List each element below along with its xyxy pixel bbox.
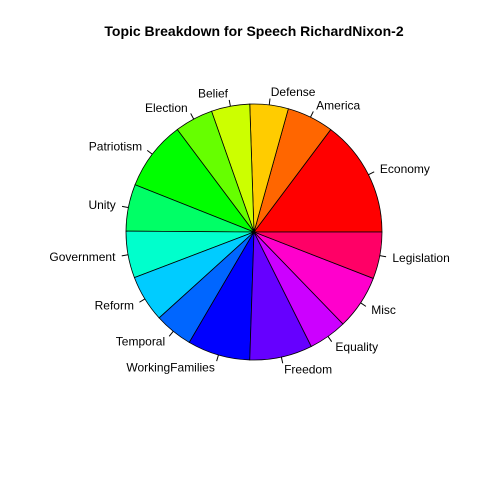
pie-tick-working-families	[217, 355, 219, 361]
pie-tick-defense	[269, 99, 270, 105]
pie-label-reform: Reform	[95, 299, 134, 313]
pie-label-election: Election	[145, 101, 188, 115]
pie-tick-temporal	[169, 331, 173, 336]
pie-label-temporal: Temporal	[116, 334, 165, 348]
pie-tick-misc	[361, 303, 366, 307]
pie-label-legislation: Legislation	[392, 251, 449, 265]
pie-label-economy: Economy	[380, 162, 430, 176]
pie-tick-election	[191, 113, 194, 119]
pie-tick-patriotism	[147, 150, 152, 154]
pie-tick-government	[122, 255, 128, 256]
pie-label-patriotism: Patriotism	[89, 139, 142, 153]
pie-label-defense: Defense	[271, 85, 316, 99]
pie-label-freedom: Freedom	[284, 363, 332, 377]
pie-tick-legislation	[380, 256, 386, 257]
chart-title: Topic Breakdown for Speech RichardNixon-…	[104, 23, 403, 39]
pie-tick-belief	[229, 100, 230, 106]
pie-label-equality: Equality	[335, 340, 378, 354]
pie-label-working-families: WorkingFamilies	[126, 360, 214, 374]
pie-slices	[126, 104, 382, 360]
pie-tick-freedom	[281, 357, 282, 363]
pie-label-government: Government	[49, 250, 116, 264]
pie-label-america: America	[316, 99, 360, 113]
pie-tick-unity	[122, 206, 128, 207]
pie-tick-equality	[328, 336, 332, 341]
pie-tick-america	[311, 111, 314, 117]
pie-label-belief: Belief	[198, 87, 229, 101]
pie-tick-reform	[139, 299, 144, 302]
pie-label-unity: Unity	[88, 198, 115, 212]
pie-label-misc: Misc	[371, 303, 396, 317]
pie-tick-economy	[368, 172, 374, 175]
